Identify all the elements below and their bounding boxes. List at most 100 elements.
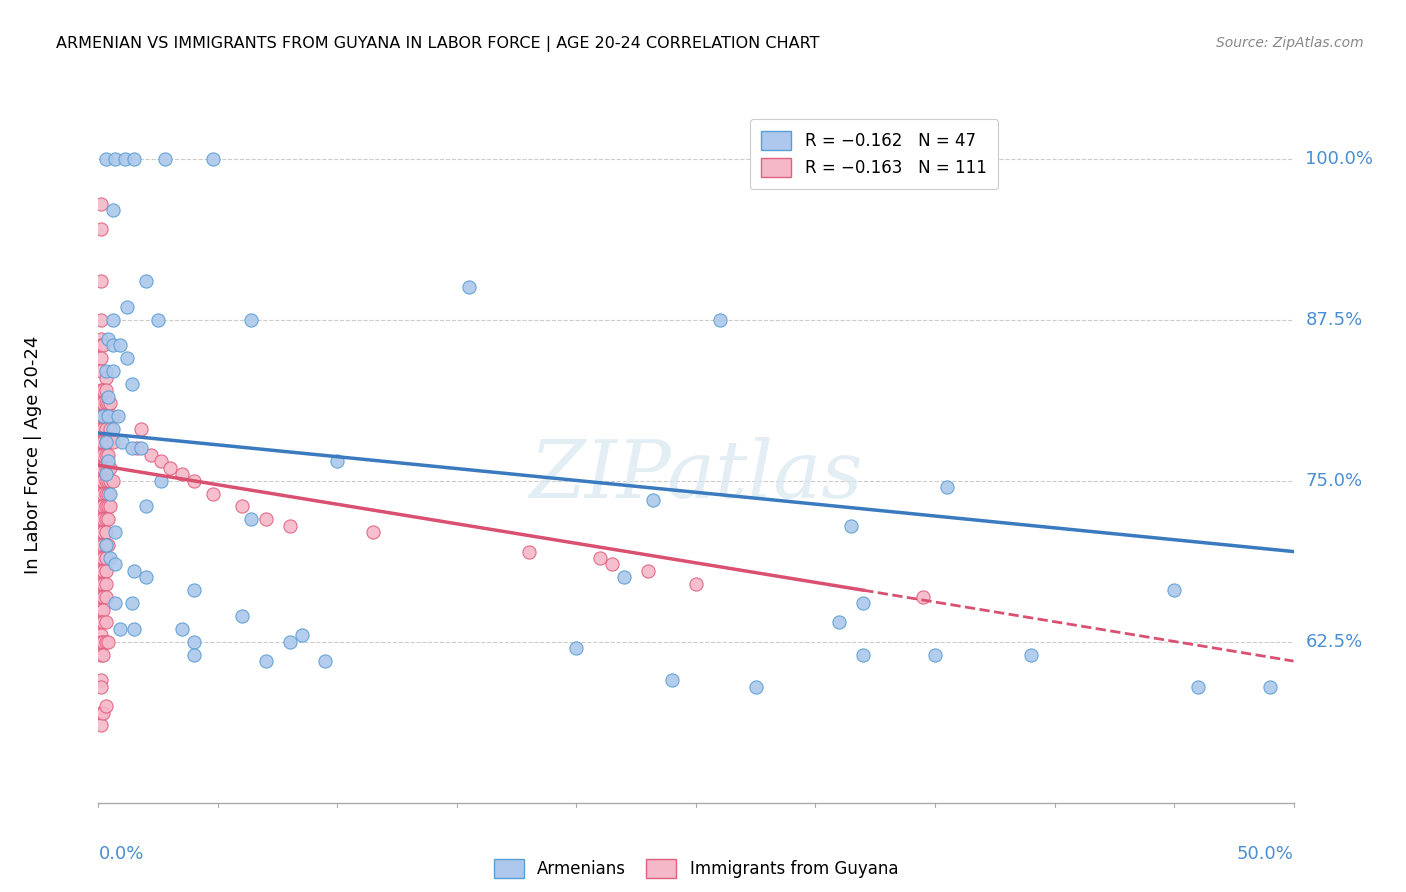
Text: 87.5%: 87.5% (1305, 310, 1362, 328)
Point (91, 602, 114, 616)
Point (90, 409, 112, 424)
Point (91, 384, 114, 398)
Point (97, 332, 120, 346)
Point (94, 435, 117, 450)
Point (852, 648, 875, 662)
Point (90, 512, 112, 526)
Point (94, 486, 117, 500)
Point (90, 564, 112, 578)
Point (94, 576, 117, 591)
Point (90, 673, 112, 688)
Point (661, 673, 683, 688)
Point (98, 460, 122, 475)
Point (90, 648, 112, 662)
Point (641, 493, 664, 508)
Point (94, 615, 117, 630)
Point (124, 622, 146, 636)
Point (148, 312, 170, 326)
Point (101, 474, 124, 488)
Point (97, 409, 120, 424)
Point (315, 654, 337, 668)
Point (202, 152, 225, 166)
Point (94, 422, 117, 436)
Point (90, 312, 112, 326)
Point (108, 338, 131, 352)
Point (91, 409, 114, 424)
Point (883, 152, 905, 166)
Point (91, 648, 114, 662)
Point (149, 454, 172, 468)
Point (135, 570, 157, 584)
Point (202, 486, 225, 500)
Point (458, 280, 481, 294)
Point (98, 486, 122, 500)
Point (97, 486, 120, 500)
Point (278, 518, 301, 533)
Point (121, 596, 143, 610)
Point (94, 384, 117, 398)
Point (121, 377, 143, 392)
Point (326, 454, 349, 468)
Point (90, 448, 112, 462)
Point (91, 564, 114, 578)
Point (90, 615, 112, 630)
Point (98, 500, 122, 514)
Point (90, 196, 112, 211)
Point (613, 570, 636, 584)
Point (121, 442, 143, 456)
Point (911, 590, 934, 604)
Point (94, 538, 117, 552)
Point (90, 628, 112, 642)
Point (91, 396, 114, 410)
Point (90, 332, 112, 346)
Point (94, 634, 117, 648)
Point (94, 460, 117, 475)
Point (94, 538, 117, 552)
Point (97, 390, 120, 404)
Point (108, 622, 131, 636)
Point (745, 680, 768, 694)
Point (90, 706, 112, 720)
Point (104, 525, 127, 540)
Point (852, 596, 875, 610)
Point (125, 442, 148, 456)
Point (839, 518, 862, 533)
Point (828, 615, 851, 630)
Point (94, 396, 117, 410)
Point (1163, 583, 1185, 598)
Point (90, 384, 112, 398)
Point (131, 442, 153, 456)
Point (90, 222, 112, 236)
Point (90, 576, 112, 591)
Point (91, 422, 114, 436)
Point (91, 538, 114, 552)
Point (124, 152, 146, 166)
Point (709, 312, 731, 326)
Point (90, 634, 112, 648)
Point (94, 435, 117, 450)
Point (589, 551, 612, 566)
Point (90, 500, 112, 514)
Point (90, 486, 112, 500)
Point (90, 351, 112, 366)
Point (104, 152, 127, 166)
Point (90, 460, 112, 475)
Point (172, 467, 194, 482)
Point (183, 583, 205, 598)
Point (101, 422, 124, 436)
Point (91, 706, 114, 720)
Text: 50.0%: 50.0% (1237, 845, 1294, 863)
Point (97, 500, 120, 514)
Point (97, 396, 120, 410)
Point (183, 648, 205, 662)
Point (135, 274, 157, 288)
Point (104, 558, 127, 572)
Point (97, 409, 120, 424)
Point (91, 576, 114, 591)
Point (924, 648, 946, 662)
Point (90, 474, 112, 488)
Point (90, 435, 112, 450)
Point (94, 564, 117, 578)
Point (91, 551, 114, 566)
Point (90, 338, 112, 352)
